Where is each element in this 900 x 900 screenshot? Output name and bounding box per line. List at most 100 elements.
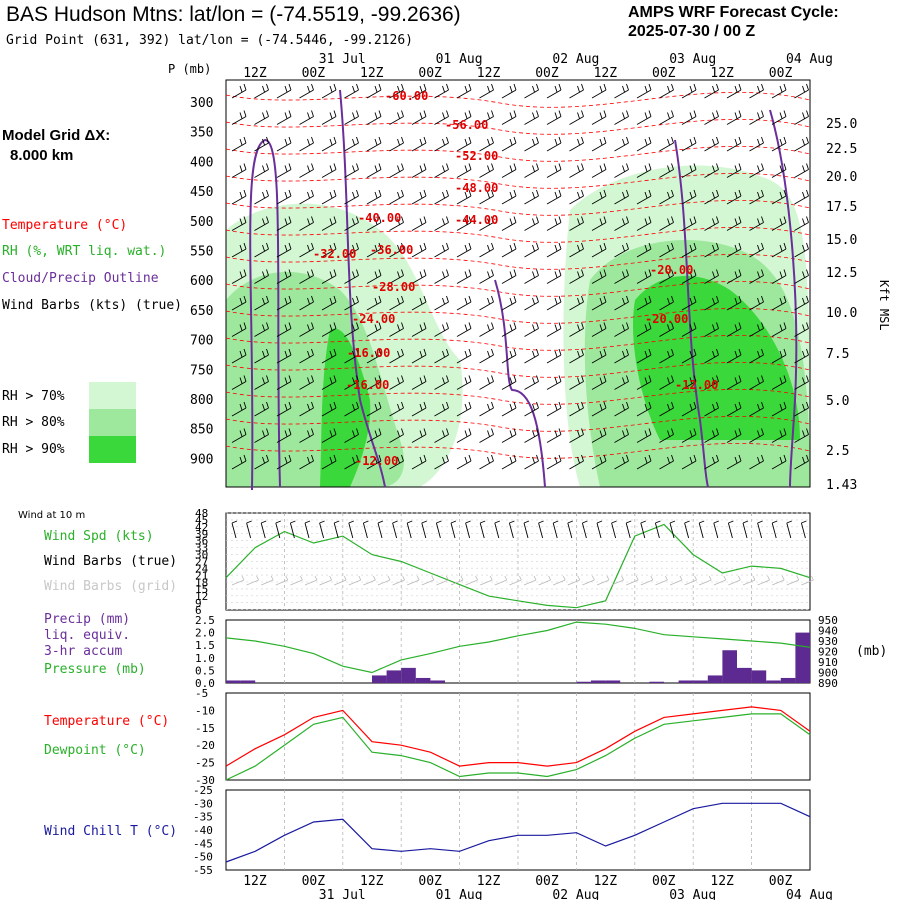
wind-chill-tick: -55 <box>193 864 213 877</box>
wind-barb <box>411 242 427 258</box>
wind-barb <box>434 428 449 443</box>
wind-barb <box>479 136 494 152</box>
dewpoint-panel-label: Dewpoint (°C) <box>44 743 146 758</box>
wind-barb <box>659 348 674 364</box>
wind-barb <box>704 189 719 205</box>
wind-speed-tick: 39 <box>195 528 208 541</box>
wind-barb <box>614 428 629 443</box>
wind-barb <box>479 375 494 390</box>
pressure-tick: 890 <box>818 677 838 690</box>
time-tick-top: 00Z <box>418 66 442 81</box>
precip-tick: 1.0 <box>195 652 215 665</box>
wind-speed-tick: 30 <box>195 549 208 562</box>
wind-barb <box>344 242 359 258</box>
wind-barb <box>749 163 764 178</box>
cycle-line-2: 2025-07-30 / 00 Z <box>628 23 756 40</box>
grid-wind-barb <box>640 575 654 586</box>
wind-barb <box>569 269 584 284</box>
grid-wind-barb <box>231 575 245 586</box>
wind-barb <box>276 375 292 390</box>
grid-wind-barb <box>304 575 318 586</box>
wind-barb <box>321 242 337 258</box>
wind-barb <box>591 375 607 390</box>
legend-rh80: RH > 80% <box>2 415 65 430</box>
wind-barb <box>726 189 742 205</box>
wind-barb <box>254 401 269 417</box>
wind-barb <box>749 428 764 443</box>
wind-barb <box>276 348 292 364</box>
temperature-contour-label: -40.00 <box>358 211 401 225</box>
surface-wind-barb <box>786 520 792 539</box>
wind-barb <box>479 295 494 311</box>
rh-shading-region <box>632 276 800 440</box>
wind-barb <box>254 322 269 337</box>
wind-barb <box>569 110 584 125</box>
date-label-top: 04 Aug <box>786 52 833 67</box>
wind-barb <box>726 348 742 364</box>
precip-label-2: liq. equiv. <box>44 628 131 643</box>
time-tick-bottom: 00Z <box>652 874 676 889</box>
wind-barb <box>411 269 427 284</box>
wind-barb <box>794 269 809 284</box>
wind-barb <box>456 295 472 311</box>
wind-barb <box>299 269 314 284</box>
wind-barb <box>321 83 337 99</box>
precip-tick: 2.5 <box>195 614 215 627</box>
pressure-tick: 950 <box>818 614 838 627</box>
wind-barb <box>726 454 742 470</box>
wind-barb <box>614 216 629 231</box>
wind-barb <box>479 322 494 337</box>
wind-barb <box>276 295 292 311</box>
wind-barb <box>501 401 517 417</box>
wind-barb <box>501 163 517 178</box>
wind-barb <box>659 189 674 205</box>
kft-tick-label: 17.5 <box>826 200 857 215</box>
cloud-outline <box>249 138 281 491</box>
wind-barb <box>771 83 787 99</box>
kft-tick-label: 22.5 <box>826 142 857 157</box>
wind-barb <box>501 136 517 152</box>
rh90-swatch <box>89 436 136 463</box>
temperature-contour-label: -24.00 <box>352 312 395 326</box>
surface-wind-barb <box>246 520 252 539</box>
wind-barb <box>726 216 742 231</box>
wind-barb <box>794 136 809 152</box>
temperature-tick: -5 <box>195 687 208 700</box>
wind-barb <box>659 428 674 443</box>
wind-barb <box>254 189 269 205</box>
wind-barb <box>456 216 472 231</box>
wind-barb <box>231 163 247 178</box>
wind-barb <box>524 428 539 443</box>
kft-axis-label: Kft MSL <box>877 280 891 331</box>
wind-speed-tick: 9 <box>195 597 202 610</box>
surface-wind-barb <box>508 520 515 539</box>
wind-barb <box>231 401 247 417</box>
wind-barb <box>726 269 742 284</box>
wind-barb <box>681 454 697 470</box>
grid-wind-barb <box>538 575 551 586</box>
surface-wind-barb <box>596 520 603 539</box>
temperature-contour <box>225 199 811 216</box>
wind-barb <box>321 163 337 178</box>
wind-barb <box>501 83 517 99</box>
time-tick-bottom: 12Z <box>243 874 267 889</box>
wind-barb <box>321 401 337 417</box>
temperature-contour <box>225 226 811 243</box>
wind-barb <box>591 454 607 470</box>
grid-wind-barb <box>626 575 639 586</box>
precip-bar <box>386 670 402 683</box>
wind-barb <box>411 163 427 178</box>
wind-barb <box>524 401 539 417</box>
wind-barb <box>569 322 584 337</box>
grid-wind-barb <box>786 575 800 586</box>
wind-barb <box>614 322 629 337</box>
wind-barb <box>366 136 382 152</box>
surface-wind-barb <box>523 520 530 539</box>
wind-barb <box>456 136 472 152</box>
wind-barb <box>231 322 247 337</box>
surface-wind-barb <box>377 520 384 539</box>
wind-barb <box>479 428 494 443</box>
wind-barb <box>591 401 607 417</box>
wind-barb <box>659 110 674 125</box>
surface-wind-barb <box>362 520 369 539</box>
